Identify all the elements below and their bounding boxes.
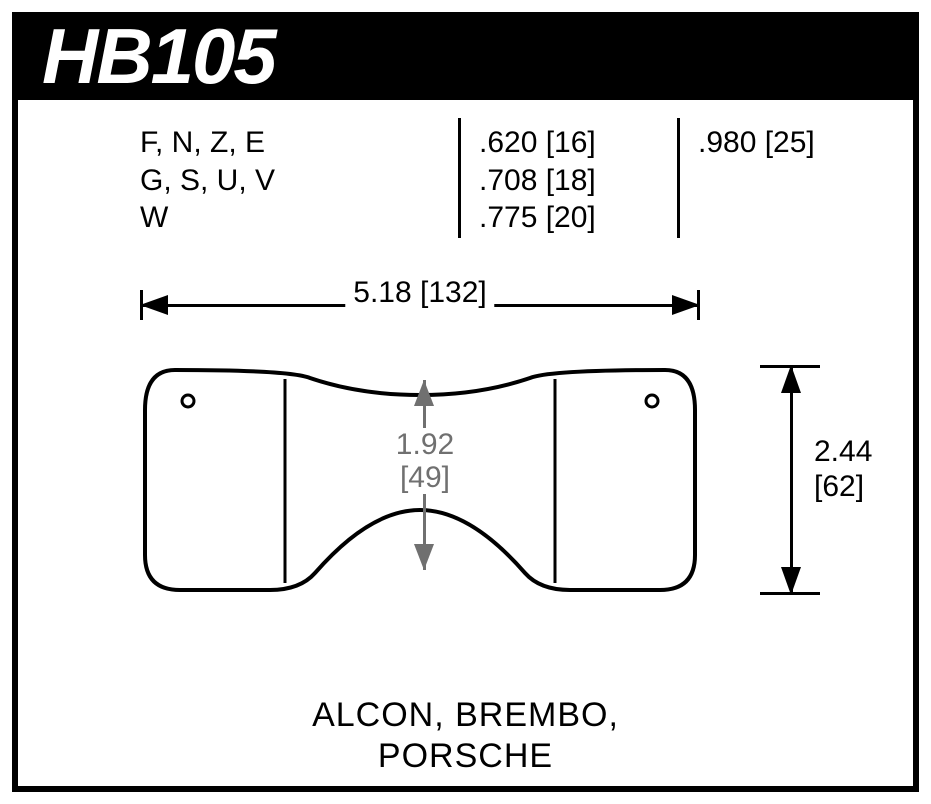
- compounds-line3: W: [140, 199, 440, 237]
- brands-line1: ALCON, BREMBO,: [0, 695, 931, 736]
- column-divider-1: [458, 118, 461, 238]
- inner-height-dimension: 1.92 [49]: [380, 380, 470, 570]
- thickness-extra-r1: .980 [25]: [698, 124, 878, 162]
- height-label: 2.44 [62]: [814, 435, 872, 504]
- inner-value: 1.92: [370, 428, 480, 461]
- brands-list: ALCON, BREMBO, PORSCHE: [0, 695, 931, 777]
- column-divider-2: [677, 118, 680, 238]
- height-value: 2.44: [814, 435, 872, 470]
- arrow-up-icon: [781, 365, 801, 393]
- width-dimension: 5.18 [132]: [140, 280, 700, 330]
- diagram-area: 5.18 [132] 1.92 [49] 2.44 [62]: [60, 280, 870, 700]
- thickness-r3: .775 [20]: [479, 199, 659, 237]
- compounds-line2: G, S, U, V: [140, 162, 440, 200]
- arrow-left-icon: [140, 295, 168, 315]
- inner-mm: [49]: [370, 461, 480, 494]
- inner-arrow-down-icon: [414, 544, 434, 570]
- pad-hole-right: [646, 395, 658, 407]
- part-number: HB105: [42, 11, 275, 102]
- height-dim-line: [790, 365, 793, 595]
- width-label: 5.18 [132]: [345, 276, 494, 310]
- arrow-right-icon: [672, 295, 700, 315]
- height-dimension: 2.44 [62]: [760, 365, 860, 595]
- compounds-line1: F, N, Z, E: [140, 124, 440, 162]
- thickness-column: .620 [16] .708 [18] .775 [20]: [479, 118, 659, 238]
- inner-label: 1.92 [49]: [370, 428, 480, 494]
- compounds-column: F, N, Z, E G, S, U, V W: [140, 118, 440, 238]
- brands-line2: PORSCHE: [0, 736, 931, 777]
- inner-arrow-up-icon: [414, 380, 434, 406]
- pad-hole-left: [182, 395, 194, 407]
- height-mm: [62]: [814, 470, 872, 505]
- arrow-down-icon: [781, 567, 801, 595]
- thickness-extra-column: .980 [25]: [698, 118, 878, 238]
- spec-table: F, N, Z, E G, S, U, V W .620 [16] .708 […: [140, 118, 878, 238]
- thickness-r1: .620 [16]: [479, 124, 659, 162]
- title-bar: HB105: [12, 12, 919, 100]
- thickness-r2: .708 [18]: [479, 162, 659, 200]
